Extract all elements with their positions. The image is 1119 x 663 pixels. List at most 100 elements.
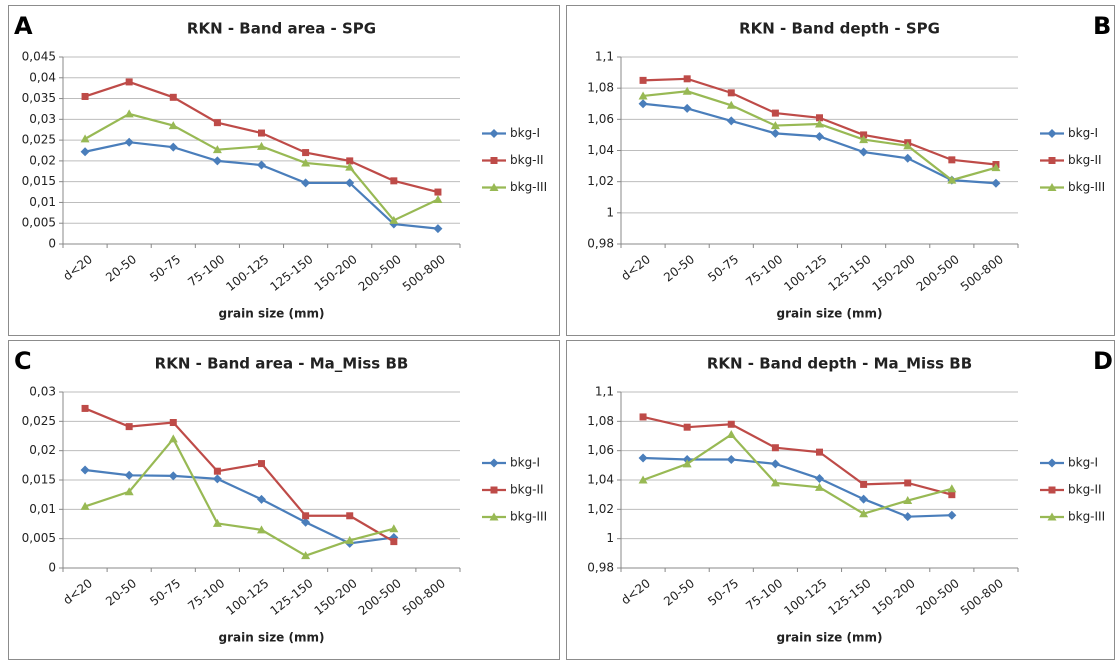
marker [80, 147, 90, 157]
marker [212, 474, 222, 484]
marker [346, 157, 354, 165]
marker [770, 121, 780, 130]
marker [124, 470, 134, 480]
panel-frame [8, 340, 560, 660]
y-tick-label: 0,03 [29, 385, 56, 399]
marker [947, 484, 957, 493]
marker [257, 494, 266, 504]
marker [81, 404, 89, 412]
marker [213, 467, 221, 475]
x-axis-title: grain size (mm) [777, 307, 883, 321]
marker [770, 478, 780, 487]
marker [168, 142, 178, 152]
marker [638, 453, 648, 463]
marker [816, 448, 823, 456]
marker [726, 454, 736, 464]
marker [301, 551, 311, 560]
y-tick-label: 0,02 [29, 443, 56, 457]
marker [489, 458, 499, 468]
y-tick-label: 0,02 [29, 153, 56, 167]
y-tick-label: 1,1 [595, 50, 614, 64]
marker [301, 178, 311, 188]
panel-letter: B [1093, 12, 1111, 40]
marker [213, 119, 221, 127]
marker [860, 480, 868, 488]
series-line [84, 468, 394, 545]
marker [125, 78, 133, 86]
x-axis-title: grain size (mm) [219, 307, 325, 321]
marker [301, 158, 311, 167]
marker [859, 494, 869, 504]
marker [815, 474, 824, 484]
marker [258, 460, 265, 468]
y-tick-label: 1,04 [587, 143, 614, 157]
marker [639, 76, 647, 84]
marker [345, 162, 355, 171]
marker [815, 482, 824, 491]
series-line [642, 415, 953, 496]
marker [490, 486, 498, 494]
marker [727, 89, 735, 97]
marker [80, 465, 90, 475]
marker [168, 121, 178, 130]
marker [991, 163, 1001, 172]
marker [815, 131, 824, 141]
marker [638, 99, 648, 109]
marker [212, 145, 222, 154]
marker [771, 444, 779, 452]
marker [168, 434, 178, 443]
y-tick-label: 1 [606, 205, 614, 219]
marker [682, 103, 692, 113]
marker [169, 419, 177, 427]
y-tick-label: 0,01 [29, 195, 56, 209]
y-tick-label: 0,015 [22, 473, 56, 487]
y-tick-label: 1,02 [587, 502, 614, 516]
legend-label: bkg-II [510, 153, 544, 167]
marker [903, 153, 913, 163]
panel-frame [566, 5, 1115, 336]
y-tick-label: 0,025 [22, 133, 56, 147]
marker [345, 178, 355, 188]
y-tick-label: 0,04 [29, 70, 56, 84]
marker [948, 156, 956, 164]
marker [1047, 129, 1057, 138]
marker [903, 512, 913, 522]
marker [860, 131, 868, 139]
chart-title: RKN - Band area - SPG [187, 20, 376, 38]
y-tick-label: 0 [48, 561, 56, 575]
marker [257, 525, 266, 534]
chart-panel: A RKN - Band area - SPG 0 0,005 0,01 0,015 0,0… [8, 5, 560, 336]
marker [301, 517, 311, 527]
legend-label: bkg-III [1068, 510, 1105, 524]
legend-label: bkg-II [1068, 153, 1102, 167]
marker [947, 510, 957, 520]
y-tick-label: 0,005 [22, 216, 56, 230]
marker [903, 141, 913, 150]
y-tick-label: 0,045 [22, 50, 56, 64]
y-tick-label: 0,035 [22, 91, 56, 105]
marker [771, 109, 779, 117]
marker [682, 86, 692, 95]
marker [726, 116, 736, 126]
marker [433, 195, 443, 204]
marker [302, 149, 310, 157]
marker [434, 188, 442, 196]
x-axis-title: grain size (mm) [777, 631, 883, 645]
series-line [84, 407, 395, 543]
y-tick-label: 1,04 [587, 473, 614, 487]
series-line [642, 433, 953, 515]
marker [80, 501, 90, 510]
marker [904, 479, 912, 487]
marker [859, 147, 869, 157]
marker [683, 75, 691, 83]
marker [258, 129, 265, 137]
marker [903, 496, 913, 505]
marker [257, 141, 266, 150]
marker [389, 524, 399, 533]
chart-title: RKN - Band area - Ma_Miss BB [155, 355, 409, 373]
marker [1047, 183, 1057, 191]
marker [638, 475, 648, 484]
marker [302, 512, 310, 520]
marker [124, 137, 134, 147]
